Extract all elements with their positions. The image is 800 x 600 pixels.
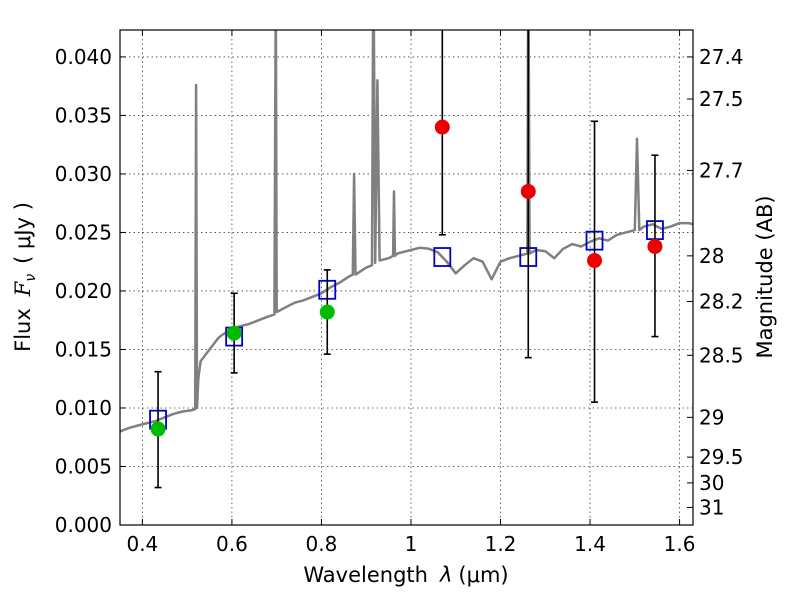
x-axis-label: Wavelength λ (μm) (303, 563, 508, 587)
model-photometry-square (433, 247, 452, 267)
x-tick-label: 1.2 (485, 532, 517, 556)
x-tick-label: 0.8 (306, 532, 338, 556)
y-tick-label: 0.025 (55, 220, 112, 244)
plot-area (120, 30, 693, 489)
right-tick-label: 29.5 (699, 445, 744, 469)
low-significance-point (520, 183, 536, 199)
y-tick-label: 0.000 (55, 513, 112, 537)
x-tick-label: 1.4 (574, 532, 606, 556)
x-tick-label: 0.4 (126, 532, 158, 556)
y-tick-label: 0.015 (55, 337, 112, 361)
x-tick-label: 1.6 (664, 532, 696, 556)
y-tick-label: 0.030 (55, 162, 112, 186)
low-significance-point (647, 238, 663, 254)
x-tick-label: 0.6 (216, 532, 248, 556)
low-significance-point (434, 119, 450, 135)
y-axis-label: FluxFν( μJy ) (11, 202, 39, 352)
y-tick-label: 0.020 (55, 279, 112, 303)
right-tick-label: 28 (699, 244, 724, 268)
right-tick-label: 27.5 (699, 87, 744, 111)
right-tick-label: 27.4 (699, 45, 744, 69)
y-tick-label: 0.040 (55, 45, 112, 69)
detection-point (319, 304, 335, 320)
right-axis-label: Magnitude (AB) (753, 195, 777, 358)
right-tick-label: 30 (699, 471, 724, 495)
y-tick-label: 0.010 (55, 396, 112, 420)
detection-point (150, 421, 166, 437)
sed-line (120, 30, 693, 433)
low-significance-point (587, 253, 603, 269)
x-tick-label: 1 (405, 532, 418, 556)
detection-point (226, 325, 242, 341)
y-tick-label: 0.005 (55, 454, 112, 478)
right-tick-label: 28.5 (699, 343, 744, 367)
y-tick-label: 0.035 (55, 103, 112, 127)
grid (120, 30, 693, 526)
right-tick-label: 27.7 (699, 158, 744, 182)
right-tick-label: 31 (699, 495, 724, 519)
right-tick-label: 29 (699, 405, 724, 429)
plot-frame (119, 29, 694, 526)
right-tick-label: 28.2 (699, 289, 744, 313)
axis-ticks: 0.4 0.6 0.8 1 1.2 1.4 1.6 0.000 0.005 0.010 0.015 0… (55, 30, 744, 556)
